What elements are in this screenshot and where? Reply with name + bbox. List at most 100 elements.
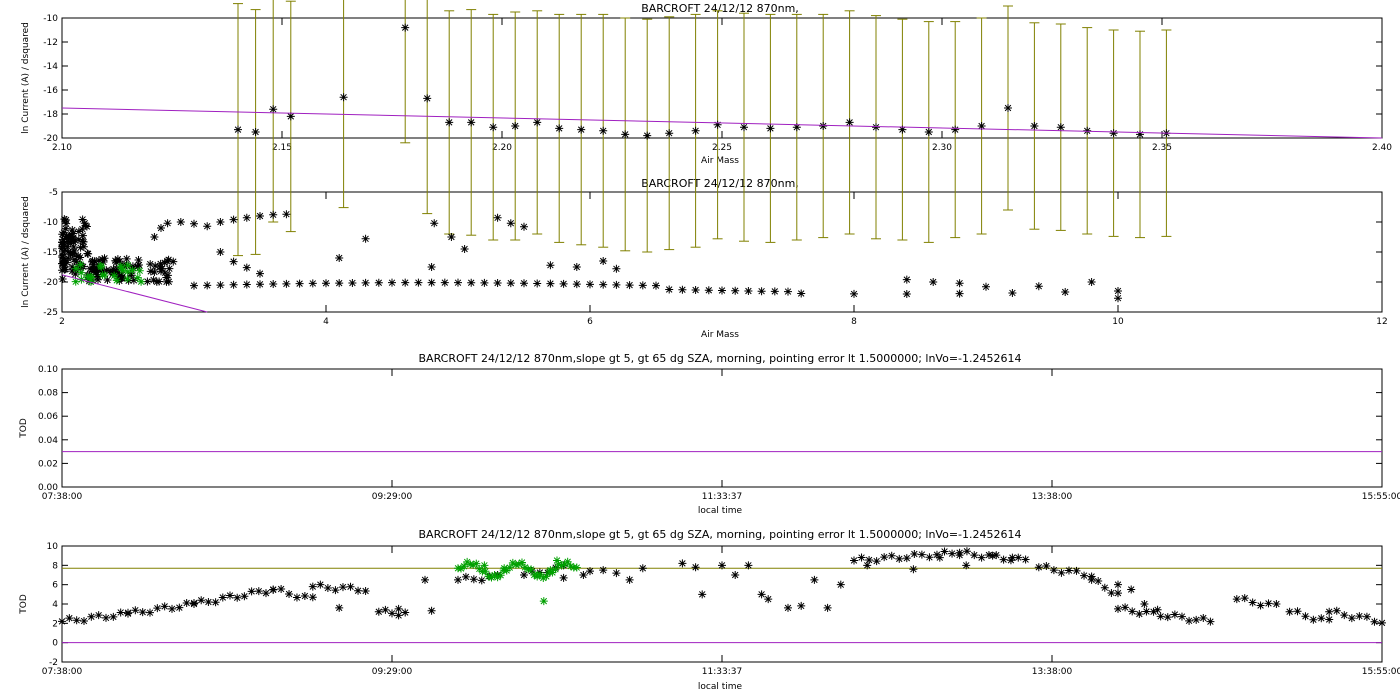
data-point	[898, 125, 907, 134]
data-point	[129, 276, 138, 285]
data-point	[66, 250, 75, 259]
data-point-selected	[554, 560, 563, 569]
data-point	[1008, 288, 1017, 297]
data-point	[1272, 600, 1281, 609]
data-point-selected	[123, 274, 132, 283]
data-point	[1206, 617, 1215, 626]
data-point	[718, 561, 726, 570]
data-point-selected	[466, 560, 475, 569]
data-point	[461, 572, 470, 581]
data-point	[269, 280, 278, 289]
data-point-selected	[76, 260, 85, 269]
data-point	[652, 281, 660, 290]
fit-line	[61, 107, 1383, 139]
data-point	[929, 278, 938, 286]
data-point-selected	[87, 273, 96, 282]
data-point	[784, 287, 792, 296]
x-tick-label: 15:55:00	[1362, 492, 1400, 502]
data-point	[460, 245, 469, 253]
data-point	[1087, 278, 1096, 286]
data-point	[331, 586, 340, 595]
data-point	[744, 561, 753, 570]
data-point	[99, 258, 108, 267]
data-point	[1192, 615, 1201, 624]
data-point	[546, 279, 555, 288]
data-point	[1248, 598, 1257, 607]
data-point-selected	[505, 563, 514, 572]
data-point	[1114, 580, 1122, 589]
data-point-selected	[490, 570, 499, 579]
data-point	[160, 602, 169, 611]
data-point	[665, 285, 674, 294]
data-point	[1107, 588, 1116, 597]
data-point	[643, 131, 652, 140]
data-point	[93, 275, 102, 284]
data-point	[440, 278, 449, 287]
data-point	[100, 254, 109, 263]
data-point	[242, 280, 251, 289]
data-point	[845, 118, 854, 127]
data-point	[955, 279, 964, 288]
data-point	[731, 571, 740, 579]
x-tick-label: 2.40	[1372, 143, 1392, 153]
data-point	[203, 281, 212, 290]
data-point	[138, 608, 147, 617]
data-point	[1170, 610, 1179, 619]
data-point	[612, 264, 621, 273]
data-point-selected	[457, 564, 466, 573]
data-point	[579, 571, 588, 579]
y-tick-label: -16	[43, 86, 58, 96]
data-point	[1149, 607, 1158, 616]
data-point	[338, 583, 347, 592]
data-point	[1309, 615, 1318, 624]
data-point	[1014, 553, 1023, 562]
data-point	[850, 556, 858, 565]
data-point	[190, 281, 198, 290]
data-point	[68, 226, 77, 235]
data-point	[1114, 294, 1122, 303]
data-point	[66, 239, 75, 248]
data-point	[339, 93, 348, 102]
data-point	[58, 259, 67, 268]
data-point	[216, 218, 225, 226]
data-point	[94, 256, 103, 265]
data-point	[134, 261, 143, 270]
data-point	[1128, 607, 1137, 616]
y-tick-label: 4	[52, 600, 58, 610]
data-point	[1140, 600, 1149, 608]
data-point	[229, 257, 238, 266]
data-point	[955, 548, 964, 557]
data-point	[175, 603, 184, 612]
data-point	[1156, 612, 1165, 621]
data-point	[116, 608, 125, 617]
data-point	[165, 264, 174, 273]
data-point	[454, 575, 462, 584]
data-point	[951, 125, 960, 134]
data-point	[134, 256, 143, 265]
data-point	[102, 613, 110, 622]
data-point-selected	[572, 563, 581, 572]
data-point	[691, 563, 700, 572]
data-point	[388, 278, 396, 287]
data-point	[79, 237, 88, 246]
panel-3-y-axis-label: TOD	[19, 418, 29, 439]
fit-line	[61, 274, 208, 313]
x-tick-label: 13:38:00	[1032, 667, 1073, 677]
y-tick-label: -14	[43, 62, 58, 72]
data-point	[924, 128, 933, 136]
panel-3-y-ticks: 0.10 0.08 0.06 0.04 0.02 0.00	[38, 365, 1382, 493]
data-point	[335, 603, 344, 612]
panel-1-title: BARCROFT 24/12/12 870nm,	[641, 2, 799, 15]
data-point-selected	[527, 565, 536, 574]
y-tick-label: 0.02	[38, 459, 58, 469]
data-point	[169, 257, 178, 266]
data-point	[678, 285, 687, 294]
data-point	[115, 257, 124, 266]
y-tick-label: 8	[52, 561, 58, 571]
x-tick-label: 2.35	[1152, 143, 1172, 153]
panel-4-x-ticks: 07:38:00 09:29:00 11:33:37 13:38:00 15:55:00	[42, 546, 1400, 677]
x-tick-label: 10	[1112, 317, 1124, 327]
data-point-selected	[472, 559, 481, 568]
data-point	[1049, 566, 1058, 575]
panel-2-x-axis-label: Air Mass	[701, 330, 739, 340]
